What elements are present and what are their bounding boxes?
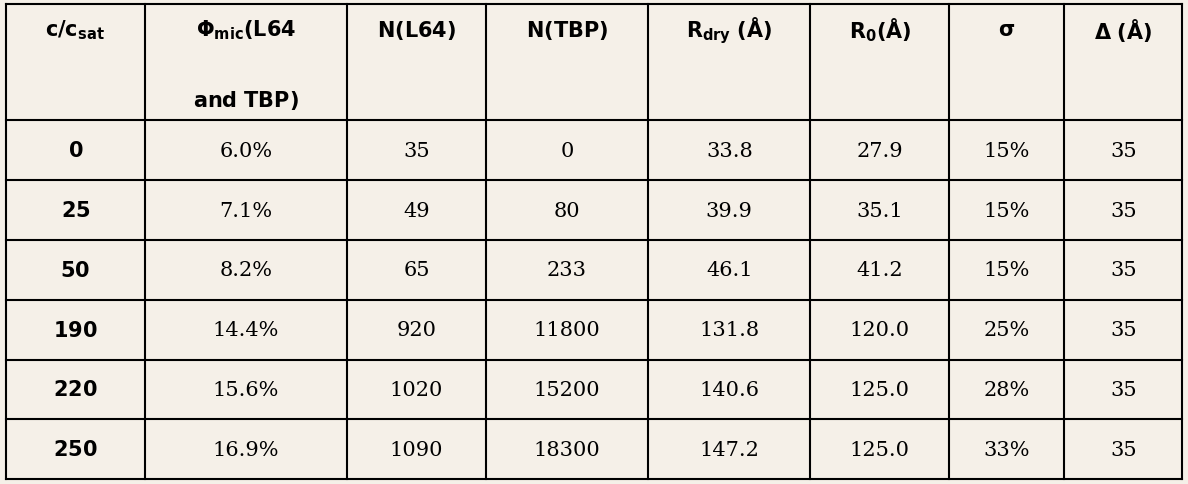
Text: $\mathbf{50}$: $\mathbf{50}$ — [61, 260, 90, 280]
Text: 125.0: 125.0 — [849, 380, 910, 399]
Text: $\mathbf{c/c_{sat}}$: $\mathbf{c/c_{sat}}$ — [45, 18, 106, 42]
Text: 14.4%: 14.4% — [213, 320, 279, 339]
Text: 33.8: 33.8 — [706, 141, 753, 160]
Text: 15.6%: 15.6% — [213, 380, 279, 399]
Text: 25%: 25% — [984, 320, 1030, 339]
Text: 0: 0 — [561, 141, 574, 160]
Text: $\mathbf{25}$: $\mathbf{25}$ — [61, 200, 90, 221]
Text: 233: 233 — [546, 261, 587, 280]
Text: 6.0%: 6.0% — [220, 141, 272, 160]
Text: $\mathbf{N(L64)}$: $\mathbf{N(L64)}$ — [377, 19, 456, 42]
Text: 33%: 33% — [984, 440, 1030, 459]
Text: 41.2: 41.2 — [857, 261, 903, 280]
Text: 35: 35 — [1110, 201, 1137, 220]
Text: 35: 35 — [1110, 380, 1137, 399]
Text: 140.6: 140.6 — [700, 380, 759, 399]
Text: 125.0: 125.0 — [849, 440, 910, 459]
Text: 920: 920 — [397, 320, 436, 339]
Text: 1020: 1020 — [390, 380, 443, 399]
Text: 131.8: 131.8 — [700, 320, 759, 339]
Text: $\mathbf{R_{dry}\ (\AA)}$: $\mathbf{R_{dry}\ (\AA)}$ — [687, 15, 772, 46]
Text: 35: 35 — [403, 141, 430, 160]
Text: $\mathbf{0}$: $\mathbf{0}$ — [68, 141, 83, 161]
Text: 65: 65 — [403, 261, 430, 280]
Text: 27.9: 27.9 — [857, 141, 903, 160]
Text: 1090: 1090 — [390, 440, 443, 459]
Text: 35: 35 — [1110, 320, 1137, 339]
Text: $\mathbf{N(TBP)}$: $\mathbf{N(TBP)}$ — [526, 19, 608, 42]
Text: $\mathbf{220}$: $\mathbf{220}$ — [53, 379, 97, 400]
Text: 15200: 15200 — [533, 380, 600, 399]
Text: 49: 49 — [403, 201, 430, 220]
Text: 28%: 28% — [984, 380, 1030, 399]
Text: 35: 35 — [1110, 141, 1137, 160]
Text: $\mathbf{\Delta\ (\AA)}$: $\mathbf{\Delta\ (\AA)}$ — [1094, 17, 1152, 44]
Text: 39.9: 39.9 — [706, 201, 753, 220]
Text: $\mathbf{\sigma}$: $\mathbf{\sigma}$ — [998, 20, 1016, 40]
Text: $\mathbf{190}$: $\mathbf{190}$ — [53, 320, 97, 340]
Text: 147.2: 147.2 — [700, 440, 759, 459]
Text: 120.0: 120.0 — [849, 320, 910, 339]
Text: $\mathbf{R_0(\AA)}$: $\mathbf{R_0(\AA)}$ — [848, 16, 911, 44]
Text: 35: 35 — [1110, 440, 1137, 459]
Text: 7.1%: 7.1% — [220, 201, 272, 220]
Text: $\mathbf{250}$: $\mathbf{250}$ — [53, 439, 97, 459]
Text: 16.9%: 16.9% — [213, 440, 279, 459]
Text: 15%: 15% — [984, 141, 1030, 160]
Text: 11800: 11800 — [533, 320, 600, 339]
Text: 35: 35 — [1110, 261, 1137, 280]
Text: 15%: 15% — [984, 261, 1030, 280]
Text: 15%: 15% — [984, 201, 1030, 220]
Text: 35.1: 35.1 — [857, 201, 903, 220]
Text: 18300: 18300 — [533, 440, 600, 459]
Text: 8.2%: 8.2% — [220, 261, 272, 280]
Text: $\mathbf{and\ TBP)}$: $\mathbf{and\ TBP)}$ — [192, 89, 299, 112]
Text: $\mathbf{\Phi_{mic}(L64}$: $\mathbf{\Phi_{mic}(L64}$ — [196, 18, 296, 42]
Text: 80: 80 — [554, 201, 580, 220]
Text: 46.1: 46.1 — [706, 261, 752, 280]
